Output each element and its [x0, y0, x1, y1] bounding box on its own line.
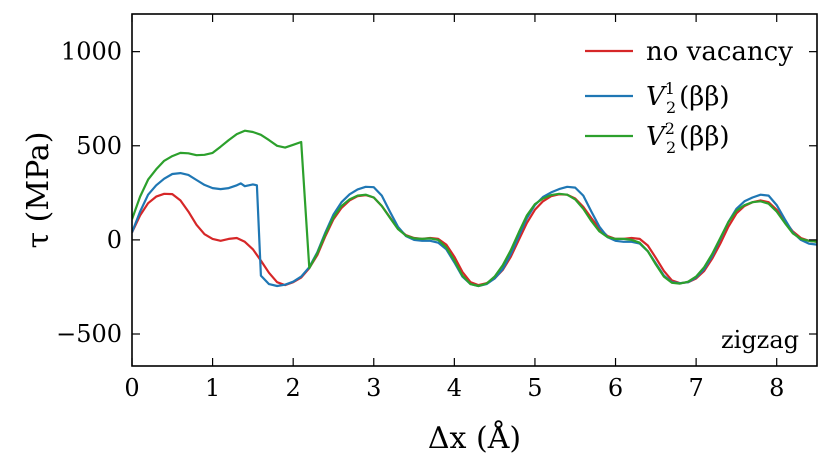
- x-tick-label: 1: [205, 374, 220, 402]
- x-tick-label: 5: [527, 374, 542, 402]
- x-tick-label: 4: [447, 374, 462, 402]
- series-line-3: [132, 129, 817, 288]
- y-tick-label: 500: [76, 132, 122, 160]
- x-tick-label: 0: [124, 374, 139, 402]
- legend-label-3: V2 2 (ββ): [646, 119, 730, 157]
- x-tick-label: 8: [769, 374, 784, 402]
- legend: no vacancy V1 2 (ββ)V2 2 (ββ): [585, 37, 793, 157]
- y-axis-label: τ (MPa): [21, 132, 56, 249]
- legend-label-2: V1 2 (ββ): [646, 79, 730, 117]
- series-layer: [132, 129, 817, 288]
- plot-frame: [131, 13, 818, 367]
- series-line-1: [132, 192, 817, 287]
- series-line-2: [132, 172, 817, 288]
- legend-label-1: no vacancy: [646, 37, 793, 67]
- y-tick-label: 0: [107, 226, 122, 254]
- x-tick-label: 7: [688, 374, 703, 402]
- annotation-zigzag: zigzag: [721, 326, 799, 354]
- y-tick-label: 1000: [61, 38, 122, 66]
- y-tick-label: −500: [56, 320, 122, 348]
- x-axis-label: Δx (Å): [428, 420, 521, 456]
- x-tick-label: 6: [608, 374, 623, 402]
- x-tick-label: 3: [366, 374, 381, 402]
- x-tick-label: 2: [286, 374, 301, 402]
